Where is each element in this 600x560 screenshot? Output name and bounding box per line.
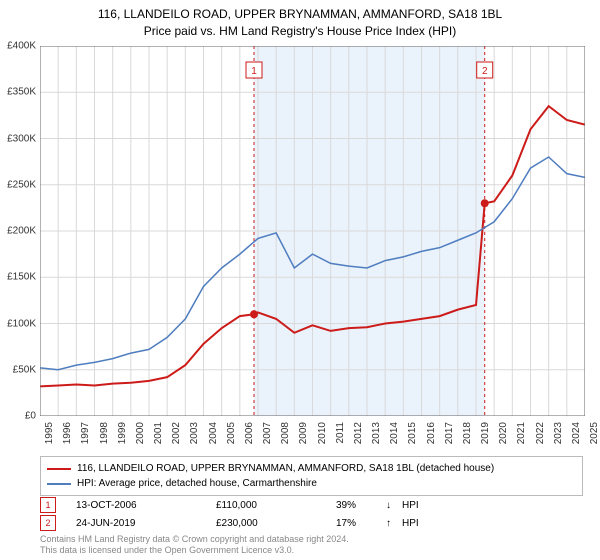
title-line2: Price paid vs. HM Land Registry's House … <box>0 23 600 40</box>
y-tick-label: £400K <box>7 41 36 52</box>
transaction-row: 2 24-JUN-2019£230,00017%↑HPI <box>40 514 583 532</box>
y-tick-label: £350K <box>7 87 36 98</box>
y-axis-labels: £0£50K£100K£150K£200K£250K£300K£350K£400… <box>0 46 38 416</box>
transaction-marker: 1 <box>40 497 56 513</box>
transaction-marker: 2 <box>40 515 56 531</box>
legend-entry: 116, LLANDEILO ROAD, UPPER BRYNAMMAN, AM… <box>47 461 576 476</box>
legend-entry: HPI: Average price, detached house, Carm… <box>47 476 576 491</box>
x-tick-label: 2019 <box>480 422 491 444</box>
y-tick-label: £300K <box>7 133 36 144</box>
arrow-down-icon: ↓ <box>386 500 402 511</box>
x-tick-label: 2015 <box>407 422 418 444</box>
x-axis-labels: 1995 1996 1997 1998 1999 2000 2001 2002 2003 2004… <box>40 420 585 460</box>
x-tick-label: 2020 <box>498 422 509 444</box>
transaction-pct: 17% <box>336 518 386 529</box>
x-tick-label: 1996 <box>62 422 73 444</box>
x-tick-label: 2010 <box>317 422 328 444</box>
transaction-price: £110,000 <box>216 500 336 511</box>
x-tick-label: 2004 <box>208 422 219 444</box>
y-tick-label: £150K <box>7 272 36 283</box>
footer: Contains HM Land Registry data © Crown c… <box>40 534 349 556</box>
x-tick-label: 2003 <box>189 422 200 444</box>
footer-line1: Contains HM Land Registry data © Crown c… <box>40 534 349 545</box>
transaction-date: 24-JUN-2019 <box>76 518 216 529</box>
x-tick-label: 2013 <box>371 422 382 444</box>
x-tick-label: 2012 <box>353 422 364 444</box>
legend-label: 116, LLANDEILO ROAD, UPPER BRYNAMMAN, AM… <box>77 461 494 476</box>
x-tick-label: 1998 <box>99 422 110 444</box>
x-tick-label: 2007 <box>262 422 273 444</box>
y-tick-label: £250K <box>7 179 36 190</box>
x-tick-label: 2011 <box>335 422 346 444</box>
x-tick-label: 1997 <box>80 422 91 444</box>
arrow-up-icon: ↑ <box>386 518 402 529</box>
x-tick-label: 2002 <box>171 422 182 444</box>
legend-swatch <box>47 468 71 470</box>
title-block: 116, LLANDEILO ROAD, UPPER BRYNAMMAN, AM… <box>0 0 600 40</box>
y-tick-label: £0 <box>25 411 36 422</box>
svg-text:1: 1 <box>251 66 257 77</box>
transaction-suffix: HPI <box>402 518 419 529</box>
transaction-date: 13-OCT-2006 <box>76 500 216 511</box>
transaction-row: 1 13-OCT-2006£110,00039%↓HPI <box>40 496 583 514</box>
x-tick-label: 2016 <box>426 422 437 444</box>
footer-line2: This data is licensed under the Open Gov… <box>40 545 349 556</box>
x-tick-label: 2023 <box>553 422 564 444</box>
y-tick-label: £50K <box>13 364 36 375</box>
transaction-price: £230,000 <box>216 518 336 529</box>
legend: 116, LLANDEILO ROAD, UPPER BRYNAMMAN, AM… <box>40 456 583 496</box>
chart-area: 12 <box>40 46 585 416</box>
x-tick-label: 2025 <box>589 422 600 444</box>
x-tick-label: 2000 <box>135 422 146 444</box>
chart-container: 116, LLANDEILO ROAD, UPPER BRYNAMMAN, AM… <box>0 0 600 560</box>
svg-text:2: 2 <box>482 66 488 77</box>
legend-swatch <box>47 483 71 485</box>
x-tick-label: 2018 <box>462 422 473 444</box>
transaction-suffix: HPI <box>402 500 419 511</box>
transaction-pct: 39% <box>336 500 386 511</box>
x-tick-label: 1999 <box>117 422 128 444</box>
x-tick-label: 2017 <box>444 422 455 444</box>
x-tick-label: 2006 <box>244 422 255 444</box>
x-tick-label: 2024 <box>571 422 582 444</box>
x-tick-label: 2021 <box>516 422 527 444</box>
y-tick-label: £200K <box>7 226 36 237</box>
chart-svg: 12 <box>40 46 585 416</box>
x-tick-label: 2005 <box>226 422 237 444</box>
x-tick-label: 1995 <box>44 422 55 444</box>
transaction-rows: 1 13-OCT-2006£110,00039%↓HPI 2 24-JUN-2019£… <box>40 496 583 532</box>
legend-label: HPI: Average price, detached house, Carm… <box>77 476 317 491</box>
x-tick-label: 2022 <box>535 422 546 444</box>
x-tick-label: 2001 <box>153 422 164 444</box>
y-tick-label: £100K <box>7 318 36 329</box>
x-tick-label: 2008 <box>280 422 291 444</box>
title-line1: 116, LLANDEILO ROAD, UPPER BRYNAMMAN, AM… <box>0 6 600 23</box>
x-tick-label: 2009 <box>298 422 309 444</box>
x-tick-label: 2014 <box>389 422 400 444</box>
